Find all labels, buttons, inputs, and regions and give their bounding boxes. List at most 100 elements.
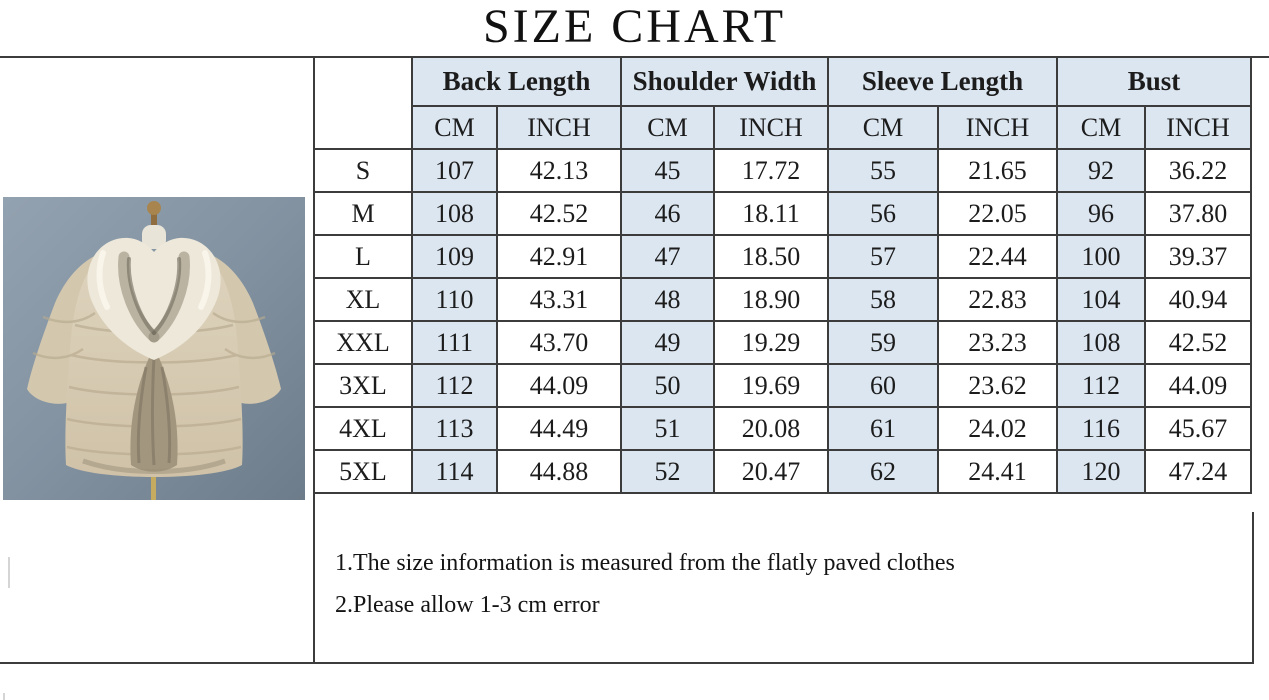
value-cell: 20.08 bbox=[713, 406, 829, 451]
table-row: XXL 111 43.70 49 19.29 59 23.23 108 42.5… bbox=[313, 320, 1252, 365]
value-cell: 44.88 bbox=[496, 449, 622, 494]
size-label: 4XL bbox=[313, 406, 413, 451]
bottom-border bbox=[0, 662, 1254, 664]
value-cell: 59 bbox=[827, 320, 939, 365]
value-cell: 43.31 bbox=[496, 277, 622, 322]
value-cell: 49 bbox=[620, 320, 715, 365]
size-label: L bbox=[313, 234, 413, 279]
corner-cell bbox=[313, 56, 413, 150]
table-row: 5XL 114 44.88 52 20.47 62 24.41 120 47.2… bbox=[313, 449, 1252, 494]
notes-section: 1.The size information is measured from … bbox=[315, 514, 1252, 662]
value-cell: 42.52 bbox=[496, 191, 622, 236]
size-chart-table: Back Length Shoulder Width Sleeve Length… bbox=[313, 56, 1252, 494]
value-cell: 18.50 bbox=[713, 234, 829, 279]
note-measurement: 1.The size information is measured from … bbox=[335, 550, 955, 576]
value-cell: 24.41 bbox=[937, 449, 1058, 494]
value-cell: 47.24 bbox=[1144, 449, 1252, 494]
unit-header: CM bbox=[827, 105, 939, 150]
value-cell: 112 bbox=[411, 363, 498, 408]
unit-header: INCH bbox=[713, 105, 829, 150]
product-photo bbox=[3, 197, 305, 500]
group-header-shoulder-width: Shoulder Width bbox=[620, 56, 829, 107]
value-cell: 108 bbox=[1056, 320, 1146, 365]
value-cell: 62 bbox=[827, 449, 939, 494]
unit-header: INCH bbox=[1144, 105, 1252, 150]
value-cell: 23.62 bbox=[937, 363, 1058, 408]
table-row: S 107 42.13 45 17.72 55 21.65 92 36.22 bbox=[313, 148, 1252, 193]
page-title: SIZE CHART bbox=[482, 0, 787, 53]
value-cell: 108 bbox=[411, 191, 498, 236]
value-cell: 116 bbox=[1056, 406, 1146, 451]
value-cell: 104 bbox=[1056, 277, 1146, 322]
table-row: XL 110 43.31 48 18.90 58 22.83 104 40.94 bbox=[313, 277, 1252, 322]
value-cell: 48 bbox=[620, 277, 715, 322]
value-cell: 46 bbox=[620, 191, 715, 236]
scrollbar-artifact bbox=[3, 693, 5, 700]
unit-header: CM bbox=[1056, 105, 1146, 150]
table-row: 4XL 113 44.49 51 20.08 61 24.02 116 45.6… bbox=[313, 406, 1252, 451]
value-cell: 112 bbox=[1056, 363, 1146, 408]
value-cell: 109 bbox=[411, 234, 498, 279]
value-cell: 22.83 bbox=[937, 277, 1058, 322]
value-cell: 61 bbox=[827, 406, 939, 451]
value-cell: 50 bbox=[620, 363, 715, 408]
value-cell: 42.52 bbox=[1144, 320, 1252, 365]
notes-right-border bbox=[1252, 512, 1254, 664]
value-cell: 23.23 bbox=[937, 320, 1058, 365]
value-cell: 114 bbox=[411, 449, 498, 494]
note-tolerance: 2.Please allow 1-3 cm error bbox=[335, 592, 600, 618]
value-cell: 22.44 bbox=[937, 234, 1058, 279]
unit-header: INCH bbox=[937, 105, 1058, 150]
size-label: S bbox=[313, 148, 413, 193]
value-cell: 36.22 bbox=[1144, 148, 1252, 193]
table-row: L 109 42.91 47 18.50 57 22.44 100 39.37 bbox=[313, 234, 1252, 279]
size-label: XXL bbox=[313, 320, 413, 365]
value-cell: 113 bbox=[411, 406, 498, 451]
value-cell: 19.69 bbox=[713, 363, 829, 408]
value-cell: 18.90 bbox=[713, 277, 829, 322]
value-cell: 45.67 bbox=[1144, 406, 1252, 451]
unit-header: CM bbox=[620, 105, 715, 150]
value-cell: 21.65 bbox=[937, 148, 1058, 193]
value-cell: 43.70 bbox=[496, 320, 622, 365]
mannequin-knob-stem bbox=[151, 213, 157, 227]
value-cell: 107 bbox=[411, 148, 498, 193]
size-label: 5XL bbox=[313, 449, 413, 494]
value-cell: 42.13 bbox=[496, 148, 622, 193]
scrollbar-artifact bbox=[8, 557, 10, 588]
value-cell: 17.72 bbox=[713, 148, 829, 193]
group-header-sleeve-length: Sleeve Length bbox=[827, 56, 1058, 107]
value-cell: 18.11 bbox=[713, 191, 829, 236]
value-cell: 20.47 bbox=[713, 449, 829, 494]
value-cell: 44.09 bbox=[1144, 363, 1252, 408]
value-cell: 22.05 bbox=[937, 191, 1058, 236]
value-cell: 58 bbox=[827, 277, 939, 322]
unit-header: INCH bbox=[496, 105, 622, 150]
coat-front-stripe bbox=[130, 347, 178, 472]
value-cell: 57 bbox=[827, 234, 939, 279]
value-cell: 39.37 bbox=[1144, 234, 1252, 279]
value-cell: 111 bbox=[411, 320, 498, 365]
value-cell: 52 bbox=[620, 449, 715, 494]
value-cell: 55 bbox=[827, 148, 939, 193]
value-cell: 19.29 bbox=[713, 320, 829, 365]
table-row: M 108 42.52 46 18.11 56 22.05 96 37.80 bbox=[313, 191, 1252, 236]
value-cell: 110 bbox=[411, 277, 498, 322]
value-cell: 120 bbox=[1056, 449, 1146, 494]
size-label: M bbox=[313, 191, 413, 236]
value-cell: 37.80 bbox=[1144, 191, 1252, 236]
value-cell: 44.49 bbox=[496, 406, 622, 451]
group-header-back-length: Back Length bbox=[411, 56, 622, 107]
value-cell: 100 bbox=[1056, 234, 1146, 279]
unit-header: CM bbox=[411, 105, 498, 150]
fur-coat-illustration bbox=[3, 197, 305, 500]
table-row: 3XL 112 44.09 50 19.69 60 23.62 112 44.0… bbox=[313, 363, 1252, 408]
value-cell: 45 bbox=[620, 148, 715, 193]
value-cell: 40.94 bbox=[1144, 277, 1252, 322]
size-label: 3XL bbox=[313, 363, 413, 408]
value-cell: 44.09 bbox=[496, 363, 622, 408]
value-cell: 51 bbox=[620, 406, 715, 451]
value-cell: 24.02 bbox=[937, 406, 1058, 451]
value-cell: 42.91 bbox=[496, 234, 622, 279]
